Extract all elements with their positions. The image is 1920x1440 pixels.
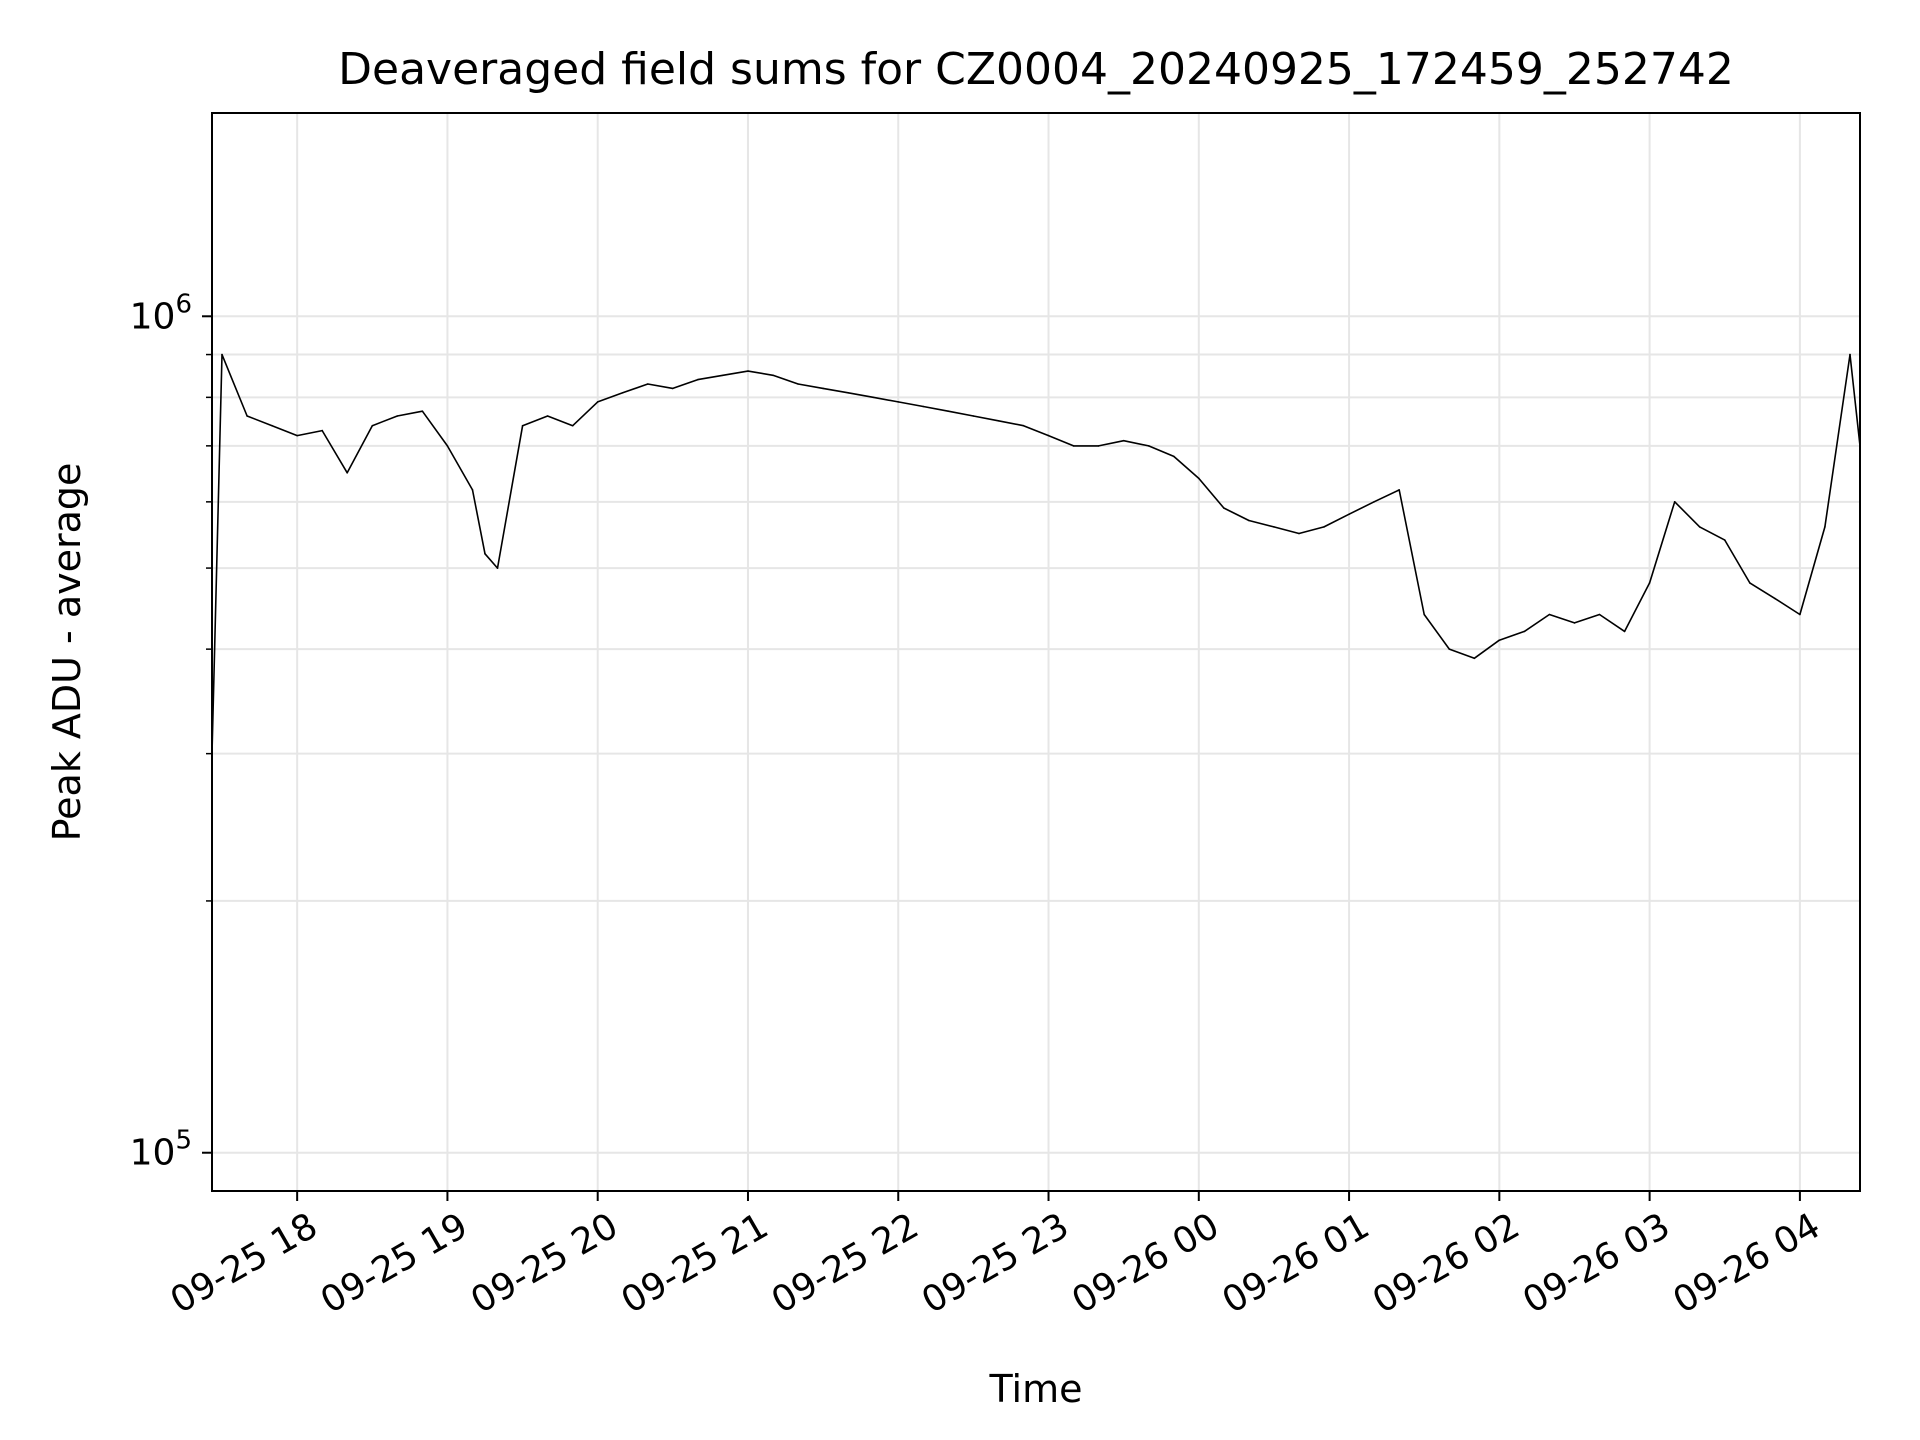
data-point	[521, 424, 524, 427]
data-point	[1323, 526, 1325, 528]
data-point	[1548, 613, 1551, 616]
data-point	[1022, 424, 1025, 427]
y-tick-exponent: 5	[175, 1126, 192, 1156]
data-point	[1373, 501, 1375, 503]
data-point	[1724, 539, 1726, 541]
data-point	[496, 567, 499, 569]
data-point	[1122, 439, 1125, 442]
y-axis-label: Peak ADU - average	[45, 463, 89, 842]
data-point	[922, 405, 925, 408]
data-point	[1623, 630, 1626, 633]
data-point	[621, 392, 624, 394]
data-point	[1173, 455, 1175, 458]
data-point	[697, 378, 699, 381]
data-point	[972, 415, 975, 417]
data-point	[1648, 582, 1651, 584]
data-point	[1673, 501, 1676, 503]
data-point	[1097, 445, 1100, 447]
data-point	[1072, 445, 1075, 447]
data-point	[747, 370, 749, 372]
data-point	[1273, 526, 1275, 528]
data-point	[396, 415, 399, 417]
y-tick-base: 10	[130, 296, 176, 337]
y-tick-exponent: 6	[175, 289, 192, 319]
y-tick-label: 106	[130, 289, 192, 337]
data-point	[1147, 445, 1150, 447]
data-point	[997, 420, 1000, 422]
data-point	[1198, 477, 1200, 480]
data-point	[1598, 613, 1601, 616]
chart-title: Deaveraged field sums for CZ0004_2024092…	[338, 44, 1734, 95]
data-point	[672, 387, 674, 390]
y-tick-base: 10	[130, 1133, 176, 1174]
series-line-layer	[211, 353, 1861, 755]
y-tick-label: 105	[130, 1126, 192, 1174]
data-point	[1398, 489, 1400, 491]
data-point	[1348, 513, 1350, 515]
data-point	[1498, 639, 1501, 641]
data-point	[371, 424, 374, 427]
data-point	[246, 415, 248, 417]
data-point	[321, 429, 324, 432]
data-point	[296, 434, 299, 437]
grid	[212, 113, 1860, 1191]
data-point	[947, 410, 950, 413]
data-point	[446, 445, 449, 447]
data-point	[221, 353, 223, 356]
data-point	[1774, 597, 1776, 600]
data-point	[271, 424, 273, 427]
x-axis-label: Time	[989, 1367, 1083, 1411]
data-point	[1248, 519, 1250, 522]
data-point	[1573, 622, 1576, 624]
data-point	[1849, 353, 1851, 356]
data-point	[471, 489, 474, 491]
plot-frame	[211, 112, 1861, 1192]
data-point	[1824, 526, 1826, 528]
data-point	[1799, 613, 1801, 616]
data-point	[346, 472, 349, 474]
data-point	[772, 374, 774, 377]
data-point	[647, 383, 649, 385]
data-point	[596, 401, 599, 403]
data-point	[1223, 507, 1225, 509]
data-point	[847, 392, 849, 394]
data-point	[1448, 648, 1451, 650]
data-point	[571, 424, 574, 427]
data-point	[722, 374, 724, 377]
data-point	[872, 396, 874, 399]
data-point	[1473, 657, 1476, 660]
data-point	[484, 553, 486, 555]
data-point	[1523, 630, 1526, 633]
data-point	[1698, 526, 1701, 528]
data-point	[1423, 613, 1425, 616]
data-point	[897, 401, 899, 403]
data-point	[546, 415, 549, 417]
data-point	[797, 383, 799, 385]
data-point	[1749, 582, 1751, 584]
data-point	[1298, 532, 1300, 535]
data-point	[421, 410, 424, 413]
data-point	[822, 387, 824, 390]
data-point	[1047, 434, 1050, 437]
